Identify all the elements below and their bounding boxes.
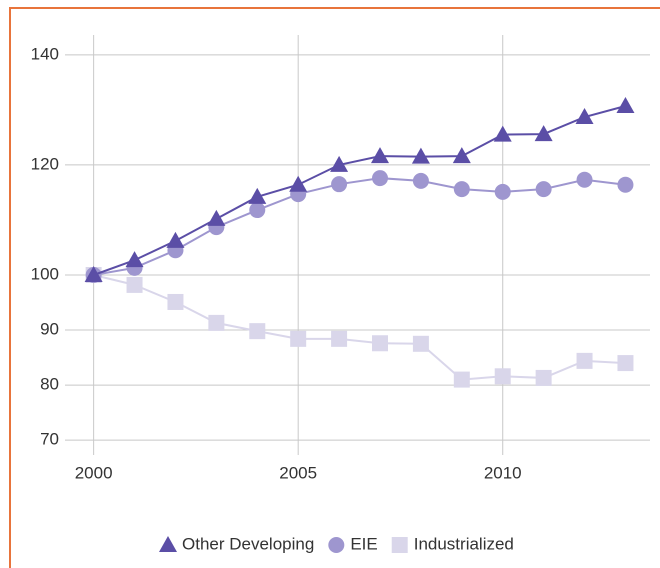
marker bbox=[372, 170, 388, 187]
x-tick-label: 2010 bbox=[484, 463, 522, 482]
marker bbox=[493, 125, 512, 142]
y-tick-label: 120 bbox=[31, 154, 59, 173]
y-tick-label: 70 bbox=[40, 430, 59, 449]
marker bbox=[330, 155, 349, 172]
marker bbox=[208, 314, 225, 331]
legend-label: EIE bbox=[350, 534, 377, 553]
x-tick-label: 2000 bbox=[75, 463, 113, 482]
marker bbox=[125, 251, 144, 268]
marker bbox=[249, 323, 266, 340]
marker bbox=[331, 330, 348, 347]
marker bbox=[494, 368, 511, 385]
legend-label: Other Developing bbox=[182, 534, 314, 553]
marker bbox=[167, 293, 184, 310]
legend-label: Industrialized bbox=[414, 534, 514, 553]
marker bbox=[576, 171, 593, 188]
marker bbox=[84, 266, 103, 282]
y-tick-label: 100 bbox=[31, 264, 59, 283]
y-tick-label: 80 bbox=[40, 375, 59, 394]
marker bbox=[290, 330, 307, 347]
legend-marker bbox=[159, 536, 177, 552]
marker bbox=[248, 187, 267, 204]
marker bbox=[617, 355, 634, 372]
x-tick-label: 2005 bbox=[279, 463, 317, 482]
marker bbox=[535, 369, 552, 386]
marker bbox=[494, 183, 511, 200]
marker bbox=[411, 147, 430, 164]
frame bbox=[9, 7, 660, 568]
marker bbox=[452, 147, 471, 164]
marker bbox=[166, 231, 185, 248]
marker bbox=[331, 176, 348, 193]
marker bbox=[207, 209, 226, 226]
marker bbox=[535, 181, 552, 198]
marker bbox=[575, 108, 594, 125]
y-tick-label: 90 bbox=[40, 320, 59, 339]
marker bbox=[617, 176, 634, 193]
y-tick-label: 140 bbox=[31, 44, 59, 63]
marker bbox=[126, 276, 143, 293]
legend-marker bbox=[391, 537, 408, 553]
marker bbox=[453, 181, 470, 198]
marker bbox=[372, 335, 388, 352]
marker bbox=[371, 147, 389, 164]
marker bbox=[534, 125, 553, 142]
marker bbox=[453, 371, 470, 388]
marker bbox=[412, 335, 429, 352]
series-line bbox=[93, 105, 626, 276]
marker bbox=[412, 172, 429, 189]
marker bbox=[249, 202, 266, 219]
series-line bbox=[93, 274, 626, 381]
legend-marker bbox=[328, 537, 345, 553]
marker bbox=[289, 175, 308, 192]
marker bbox=[616, 97, 635, 114]
marker bbox=[576, 352, 593, 369]
